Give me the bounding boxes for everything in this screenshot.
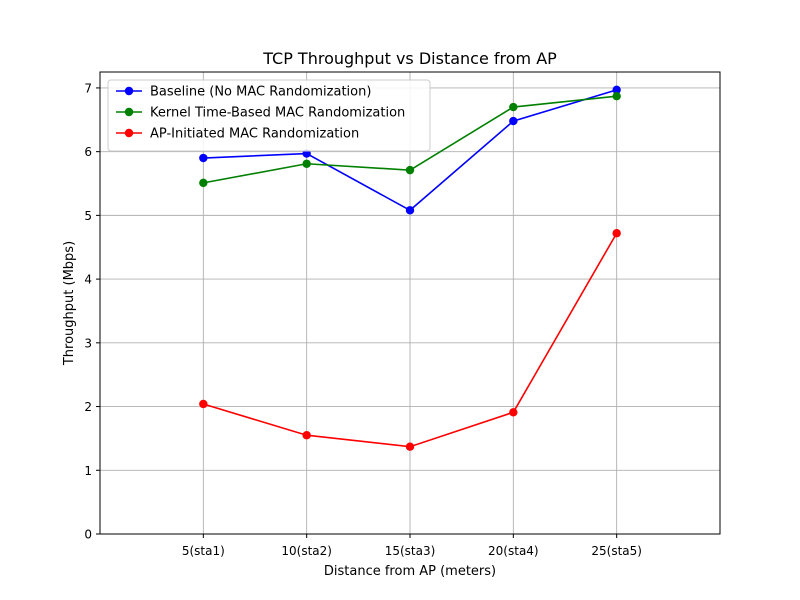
data-point [405, 165, 415, 175]
chart-title: TCP Throughput vs Distance from AP [262, 49, 557, 68]
legend-label: AP-Initiated MAC Randomization [150, 127, 359, 142]
legend-item: Kernel Time-Based MAC Randomization [116, 106, 405, 121]
y-tick-label: 5 [84, 209, 92, 223]
legend-item: Baseline (No MAC Randomization) [116, 85, 371, 100]
series-2 [199, 92, 621, 188]
x-tick-label: 25(sta5) [591, 544, 642, 558]
data-point [199, 178, 208, 188]
x-tick-label: 15(sta3) [385, 544, 436, 558]
data-point [612, 92, 621, 101]
y-axis-label: Throughput (Mbps) [62, 241, 77, 366]
data-point [509, 116, 518, 126]
y-tick-label: 0 [84, 528, 92, 542]
series-3 [199, 229, 621, 451]
data-point [199, 153, 208, 163]
y-tick-label: 7 [84, 81, 92, 95]
legend-label: Kernel Time-Based MAC Randomization [150, 106, 405, 121]
data-point [302, 159, 311, 168]
legend-label: Baseline (No MAC Randomization) [150, 85, 371, 100]
legend-item: AP-Initiated MAC Randomization [116, 127, 359, 142]
legend-marker [124, 128, 134, 138]
x-axis-ticks: 5(sta1) 10(sta2) 15(sta3) 20(sta4) 25(sta5) [182, 534, 642, 558]
data-point [509, 408, 518, 417]
legend-box [107, 79, 431, 152]
series-1 [199, 85, 621, 215]
y-axis-ticks: 0 1 2 3 4 5 6 7 [84, 81, 100, 542]
y-tick-label: 6 [84, 145, 92, 159]
series-layer [199, 85, 621, 451]
data-point [405, 442, 415, 451]
y-tick-label: 3 [84, 336, 92, 350]
legend: Baseline (No MAC Randomization) Kernel Ti… [107, 79, 431, 152]
legend-marker [124, 107, 134, 117]
data-point [612, 229, 621, 238]
y-tick-label: 2 [84, 400, 92, 414]
x-axis-label: Distance from AP (meters) [324, 564, 496, 579]
data-point [302, 431, 311, 440]
y-tick-label: 4 [84, 273, 92, 287]
x-tick-label: 20(sta4) [488, 544, 539, 558]
data-point [405, 206, 415, 215]
data-point [612, 85, 621, 95]
x-tick-label: 5(sta1) [182, 544, 225, 558]
x-tick-label: 10(sta2) [281, 544, 332, 558]
y-tick-label: 1 [84, 464, 92, 478]
data-point [509, 102, 518, 112]
legend-marker [124, 86, 134, 96]
data-point [199, 399, 208, 409]
